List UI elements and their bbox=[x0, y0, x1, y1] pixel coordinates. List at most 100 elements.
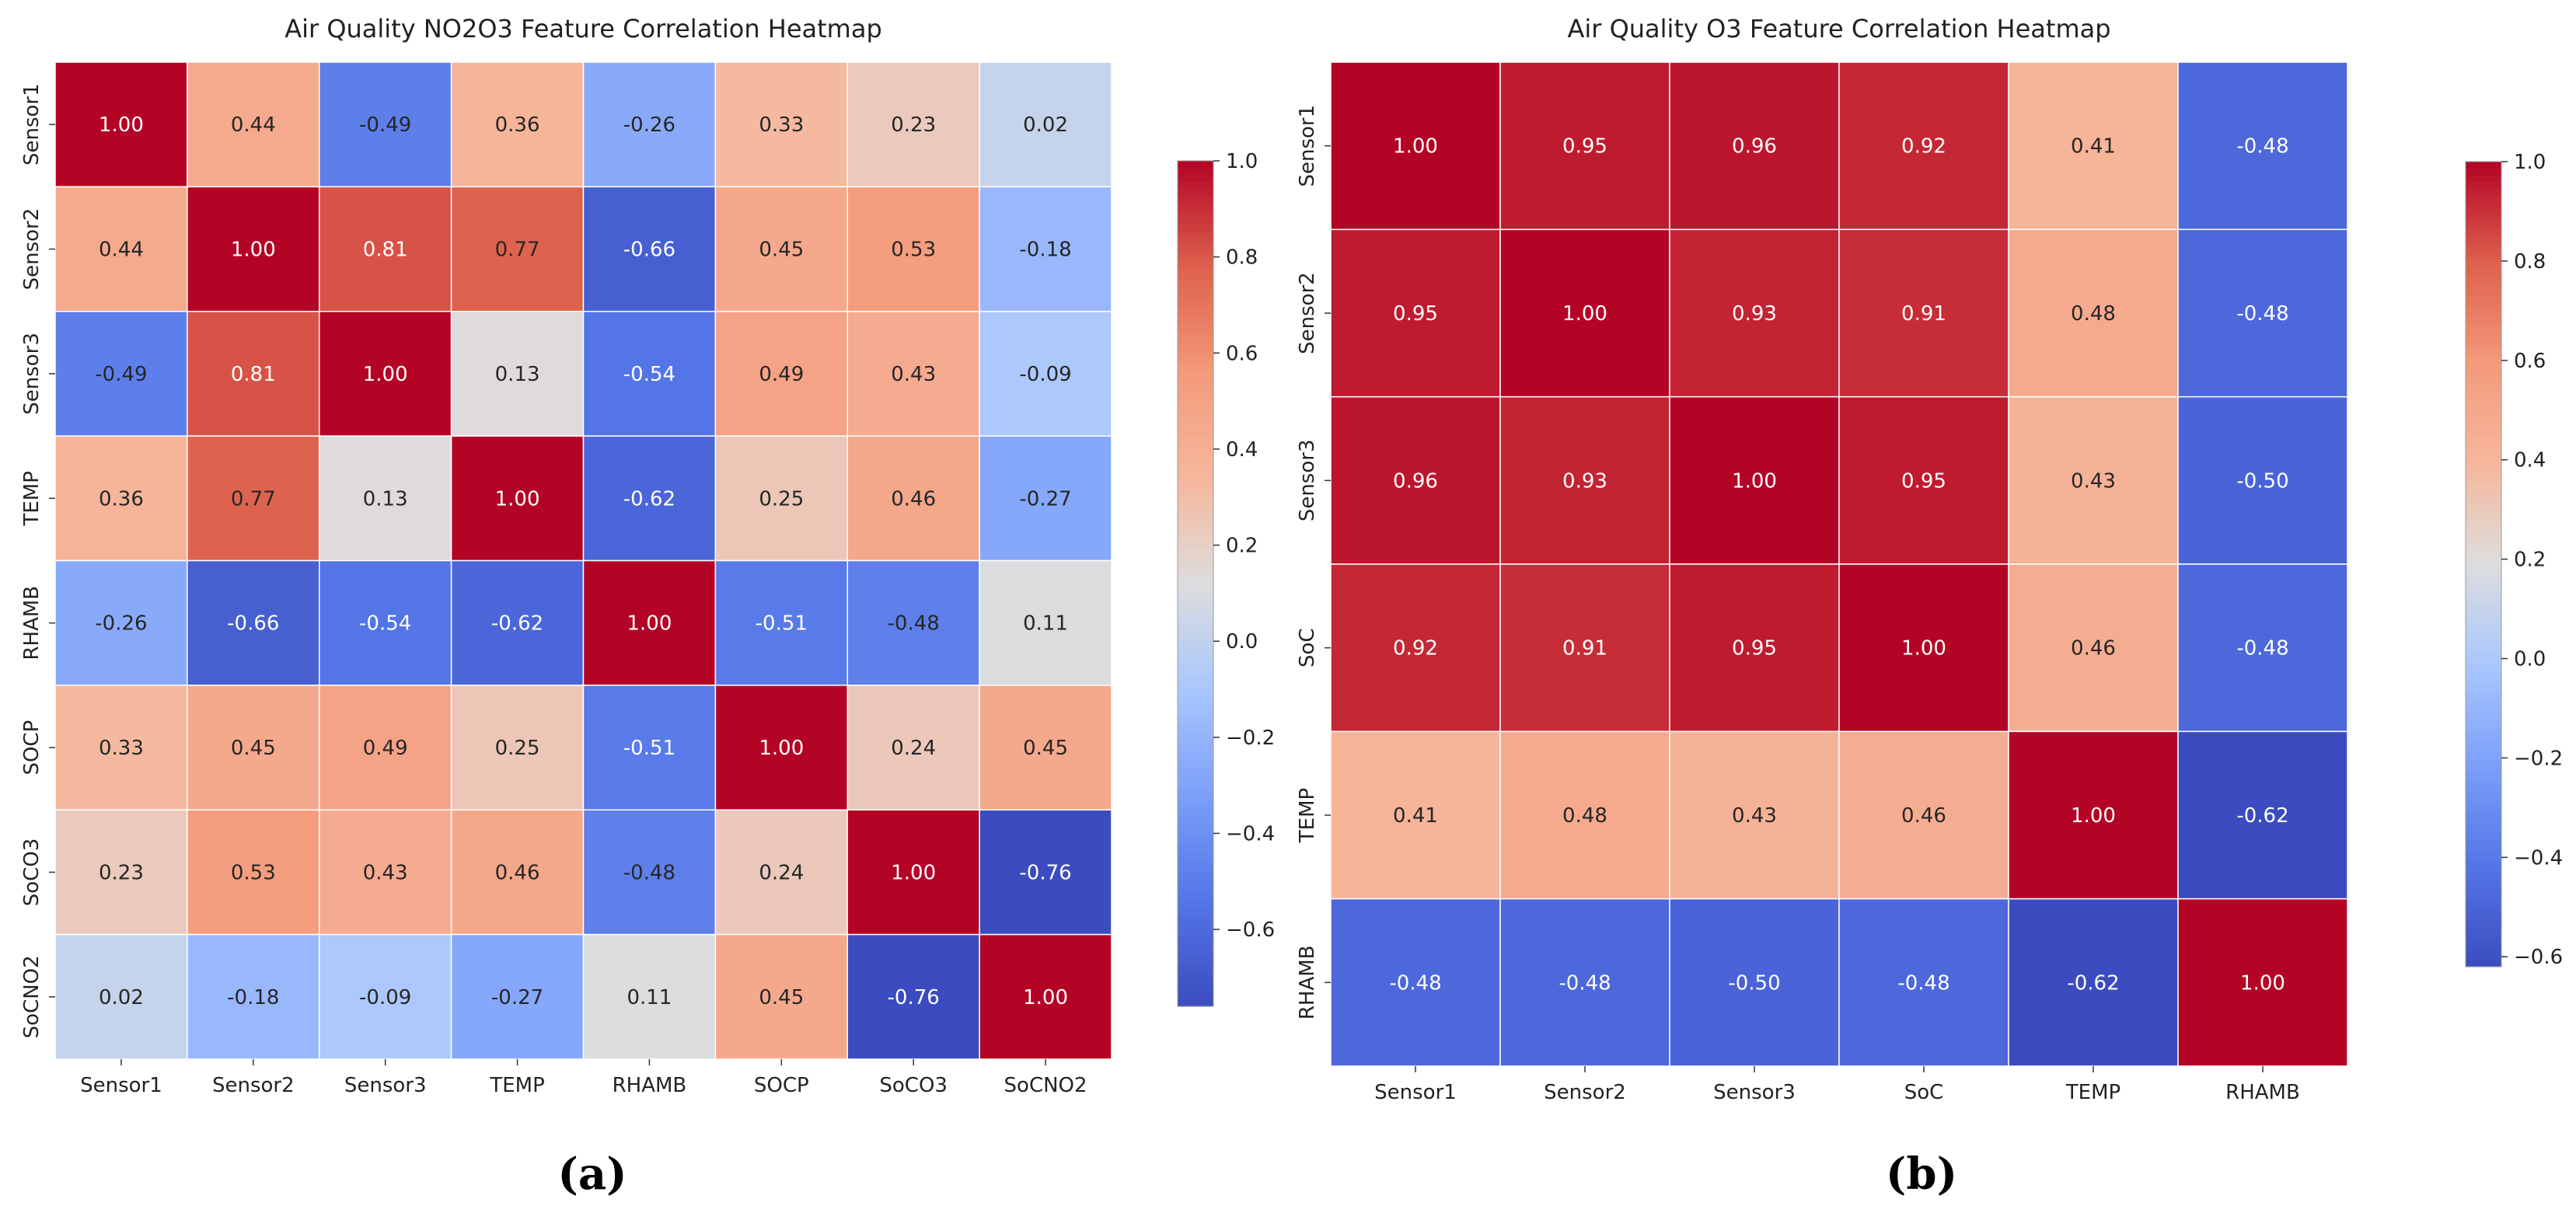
cell-value-label: 0.49 bbox=[759, 363, 804, 386]
x-tick-label: Sensor2 bbox=[1544, 1081, 1626, 1104]
colorbar-segment bbox=[2466, 530, 2501, 539]
cell-value-label: 1.00 bbox=[1562, 302, 1607, 326]
heatmap-cell bbox=[187, 61, 320, 188]
colorbar-segment bbox=[1178, 175, 1213, 183]
colorbar-segment bbox=[2466, 705, 2501, 713]
heatmap-cell bbox=[319, 933, 452, 1060]
cell-value-label: 0.23 bbox=[99, 861, 144, 884]
colorbar-segment bbox=[2466, 953, 2501, 960]
colorbar-segment bbox=[2466, 302, 2501, 310]
colorbar-segment bbox=[1178, 816, 1213, 824]
colorbar-frame bbox=[1177, 160, 1214, 1007]
x-tick-label: SoCO3 bbox=[879, 1074, 948, 1097]
colorbar-segment bbox=[1178, 449, 1213, 458]
cell-value-label: -0.48 bbox=[2236, 135, 2288, 159]
cell-value-label: 0.81 bbox=[363, 239, 408, 262]
colorbar-segment bbox=[1178, 661, 1213, 669]
colorbar-segment bbox=[1178, 978, 1213, 986]
colorbar-segment bbox=[2466, 651, 2501, 659]
x-tick-label: TEMP bbox=[489, 1074, 544, 1097]
colorbar-segment bbox=[1178, 534, 1213, 542]
colorbar-segment bbox=[2466, 235, 2501, 243]
cell-value-label: -0.54 bbox=[623, 363, 675, 386]
cell-value-label: -0.62 bbox=[623, 487, 675, 511]
heatmap-cell bbox=[1838, 228, 2009, 398]
heatmap-cell bbox=[2008, 898, 2179, 1067]
colorbar-segment bbox=[1178, 830, 1213, 838]
heatmap-cell bbox=[582, 311, 717, 437]
heatmap-cell bbox=[582, 186, 717, 312]
colorbar-segment bbox=[1178, 210, 1213, 218]
heatmap-cell bbox=[2008, 730, 2179, 900]
cell-value-label: 0.44 bbox=[231, 113, 276, 137]
colorbar-segment bbox=[2466, 356, 2501, 364]
cell-value-label: 1.00 bbox=[1393, 135, 1438, 159]
colorbar-segment bbox=[2466, 436, 2501, 444]
y-tick-label: TEMP bbox=[1296, 788, 1319, 843]
colorbar-segment bbox=[2466, 349, 2501, 357]
colorbar-segment bbox=[2466, 557, 2501, 565]
cell-value-label: 0.36 bbox=[495, 113, 540, 137]
colorbar-segment bbox=[1178, 717, 1213, 725]
cell-value-label: 0.95 bbox=[1393, 302, 1438, 326]
heatmap-cell bbox=[2177, 730, 2348, 900]
colorbar-tick-label: −0.4 bbox=[2514, 846, 2563, 870]
colorbar-segment bbox=[2466, 517, 2501, 525]
heatmap-cell bbox=[1499, 61, 1670, 231]
colorbar-segment bbox=[2466, 819, 2501, 827]
colorbar-segment bbox=[2466, 417, 2501, 424]
y-tick-label: SoC bbox=[1296, 628, 1319, 667]
x-tick-label: SOCP bbox=[754, 1074, 809, 1097]
cell-value-label: 0.45 bbox=[231, 737, 276, 760]
colorbar-segment bbox=[1178, 667, 1213, 676]
heatmap-cell bbox=[979, 809, 1112, 936]
heatmap-cell bbox=[450, 559, 585, 686]
y-tick-label: SoCO3 bbox=[20, 838, 44, 907]
colorbar-segment bbox=[2466, 859, 2501, 867]
colorbar-segment bbox=[2466, 852, 2501, 860]
cell-value-label: 1.00 bbox=[99, 113, 144, 137]
heatmap-cell bbox=[187, 685, 320, 810]
cell-value-label: -0.66 bbox=[227, 612, 279, 636]
colorbar-segment bbox=[1178, 245, 1213, 253]
colorbar-tick-label: 0.6 bbox=[2514, 350, 2546, 373]
colorbar-segment bbox=[2466, 322, 2501, 330]
colorbar-segment bbox=[2466, 289, 2501, 297]
colorbar-segment bbox=[1178, 957, 1213, 965]
heatmap-cell bbox=[2008, 396, 2179, 565]
colorbar-segment bbox=[1178, 999, 1213, 1007]
cell-value-label: -0.49 bbox=[95, 363, 147, 386]
colorbar-segment bbox=[2466, 879, 2501, 887]
colorbar-segment bbox=[2466, 644, 2501, 652]
cell-value-label: -0.18 bbox=[227, 986, 279, 1009]
colorbar-segment bbox=[1178, 485, 1213, 493]
cell-value-label: -0.48 bbox=[1897, 971, 1949, 995]
colorbar-segment bbox=[1178, 759, 1213, 768]
heatmap-cell bbox=[582, 933, 717, 1060]
colorbar-segment bbox=[2466, 664, 2501, 672]
colorbar-segment bbox=[1178, 647, 1213, 655]
cell-value-label: 0.11 bbox=[1023, 612, 1068, 636]
colorbar-segment bbox=[1178, 731, 1213, 740]
cell-value-label: 0.92 bbox=[1393, 637, 1438, 661]
colorbar-segment bbox=[2466, 524, 2501, 532]
heatmap-cell bbox=[187, 186, 320, 312]
colorbar-segment bbox=[2466, 845, 2501, 853]
colorbar-segment bbox=[2466, 363, 2501, 371]
heatmap-cell bbox=[319, 435, 452, 562]
colorbar-segment bbox=[2466, 785, 2501, 793]
colorbar-tick-label: 0.2 bbox=[1226, 535, 1258, 558]
colorbar-segment bbox=[1178, 724, 1213, 732]
colorbar-segment bbox=[1178, 308, 1213, 317]
colorbar-segment bbox=[1178, 612, 1213, 619]
colorbar-segment bbox=[1178, 435, 1213, 444]
colorbar-segment bbox=[1178, 343, 1213, 352]
colorbar-segment bbox=[1178, 773, 1213, 782]
heatmap-cell bbox=[319, 61, 452, 188]
colorbar-segment bbox=[1178, 274, 1213, 281]
colorbar-segment bbox=[2466, 175, 2501, 183]
chart-title: Air Quality O3 Feature Correlation Heatm… bbox=[1567, 14, 2110, 44]
cell-value-label: 0.36 bbox=[99, 487, 144, 511]
cell-value-label: 0.41 bbox=[2071, 135, 2116, 159]
colorbar-tick-label: 0.2 bbox=[2514, 549, 2546, 572]
